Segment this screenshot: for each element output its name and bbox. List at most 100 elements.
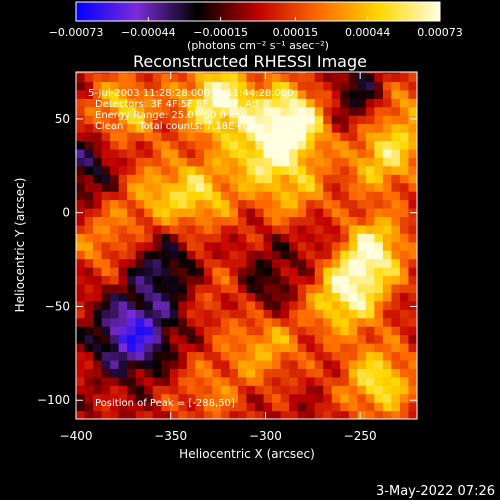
heatmap-cell — [314, 123, 324, 133]
heatmap-cell — [365, 98, 375, 108]
heatmap-cell — [382, 241, 393, 251]
heatmap-cell — [323, 275, 333, 285]
heatmap-cell — [169, 410, 179, 419]
heatmap-cell — [263, 300, 273, 310]
heatmap-cell — [195, 140, 205, 150]
heatmap-cell — [331, 233, 341, 243]
heatmap-cell — [76, 89, 86, 99]
heatmap-cell — [203, 165, 214, 175]
heatmap-cell — [178, 182, 188, 192]
heatmap-cell — [348, 368, 358, 378]
colorbar — [75, 1, 441, 22]
heatmap-cell — [365, 115, 375, 125]
heatmap-cell — [186, 267, 196, 277]
heatmap-cell — [391, 359, 401, 369]
heatmap-cell — [229, 106, 239, 116]
heatmap-cell — [255, 165, 265, 175]
heatmap-cell — [212, 174, 222, 184]
heatmap-cell — [255, 216, 265, 226]
heatmap-cell — [399, 359, 410, 369]
heatmap-cell — [212, 309, 222, 319]
heatmap-cell — [144, 292, 154, 302]
heatmap-cell — [93, 309, 103, 319]
heatmap-cell — [220, 368, 231, 378]
heatmap-cell — [340, 72, 350, 74]
heatmap-cell — [297, 233, 307, 243]
heatmap-cell — [212, 267, 222, 277]
heatmap-cell — [391, 106, 401, 116]
heatmap-cell — [263, 385, 273, 395]
heatmap-cell — [246, 258, 256, 268]
heatmap-cell — [161, 309, 171, 319]
heatmap-cell — [127, 165, 137, 175]
heatmap-cell — [195, 191, 205, 201]
heatmap-cell — [203, 72, 214, 74]
heatmap-cell — [84, 402, 94, 412]
heatmap-cell — [161, 132, 171, 142]
heatmap-cell — [340, 267, 350, 277]
heatmap-cell — [246, 233, 256, 243]
heatmap-cell — [357, 376, 367, 386]
heatmap-cell — [306, 351, 316, 361]
heatmap-cell — [101, 115, 111, 125]
heatmap-cell — [195, 402, 205, 412]
heatmap-cell — [110, 98, 120, 108]
heatmap-cell — [348, 351, 358, 361]
heatmap-cell — [399, 292, 410, 302]
heatmap-cell — [323, 207, 333, 218]
heatmap-cell — [348, 123, 358, 133]
heatmap-cell — [101, 317, 111, 327]
heatmap-cell — [272, 224, 282, 234]
heatmap-cell — [323, 368, 333, 378]
heatmap-cell — [178, 89, 188, 99]
x-tick-label: −400 — [60, 429, 93, 443]
heatmap-cell — [331, 115, 341, 125]
heatmap-cell — [84, 368, 94, 378]
heatmap-cell — [297, 191, 307, 201]
heatmap-cell — [76, 292, 86, 302]
heatmap-cell — [93, 300, 103, 310]
heatmap-cell — [237, 106, 248, 116]
heatmap-cell — [110, 283, 120, 293]
heatmap-cell — [263, 267, 273, 277]
heatmap-cell — [280, 106, 290, 116]
heatmap-cell — [110, 89, 120, 99]
heatmap-cell — [323, 115, 333, 125]
heatmap-cell — [178, 410, 188, 419]
heatmap-cell — [152, 72, 162, 74]
heatmap-cell — [203, 123, 214, 133]
heatmap-cell — [212, 376, 222, 386]
heatmap-cell — [186, 275, 196, 285]
heatmap-cell — [357, 81, 367, 91]
heatmap-cell — [382, 292, 393, 302]
heatmap-cell — [391, 98, 401, 108]
heatmap-cell — [263, 182, 273, 192]
heatmap-cell — [84, 359, 94, 369]
heatmap-cell — [348, 165, 358, 175]
heatmap-cell — [84, 98, 94, 108]
heatmap-cell — [76, 174, 86, 184]
heatmap-cell — [399, 233, 410, 243]
heatmap-cell — [246, 241, 256, 251]
heatmap-cell — [93, 89, 103, 99]
heatmap-cell — [220, 233, 231, 243]
heatmap-cell — [186, 132, 196, 142]
heatmap-cell — [289, 115, 299, 125]
heatmap-cell — [161, 351, 171, 361]
heatmap-cell — [161, 98, 171, 108]
heatmap-cell — [365, 165, 375, 175]
heatmap-cell — [408, 250, 417, 260]
heatmap-cell — [178, 368, 188, 378]
heatmap-cell — [101, 182, 111, 192]
heatmap-cell — [348, 410, 358, 419]
heatmap-cell — [263, 359, 273, 369]
plot-frame — [75, 71, 418, 420]
heatmap-cell — [340, 98, 350, 108]
heatmap-cell — [178, 267, 188, 277]
heatmap-cell — [391, 72, 401, 74]
heatmap-cell — [263, 72, 273, 74]
heatmap-cell — [289, 326, 299, 336]
heatmap-cell — [391, 385, 401, 395]
heatmap-cell — [297, 174, 307, 184]
heatmap-cell — [229, 326, 239, 336]
